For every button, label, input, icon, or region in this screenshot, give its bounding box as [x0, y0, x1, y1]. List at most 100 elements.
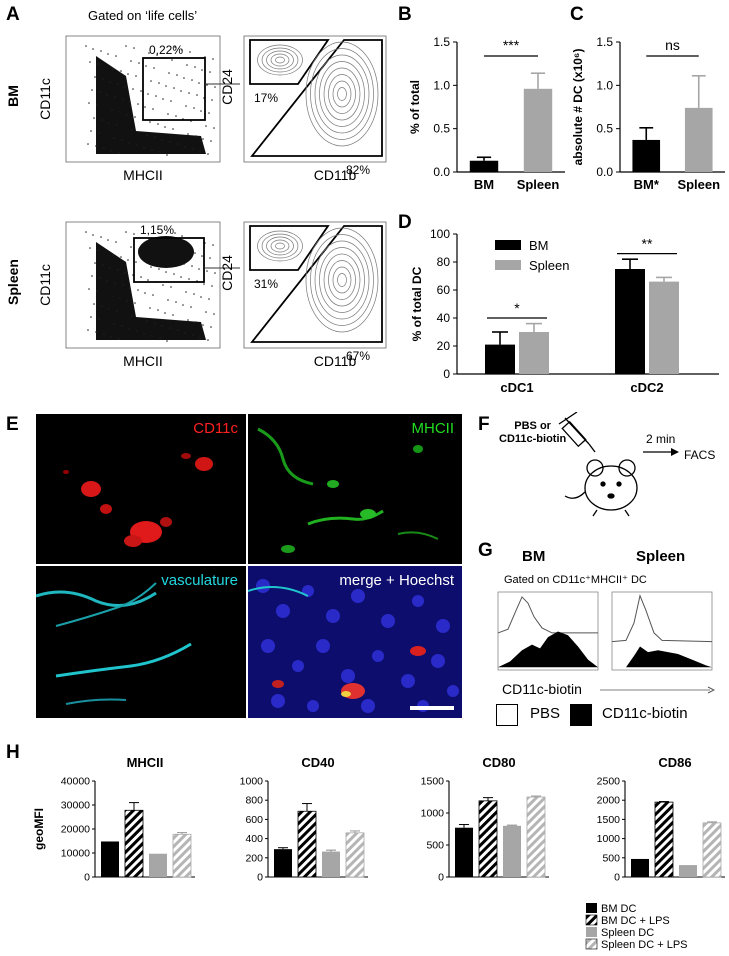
- scatter-dot: [152, 294, 154, 296]
- legend-label: BM: [529, 238, 549, 253]
- contour-ring-cdc2: [323, 67, 361, 121]
- scatter-dot: [177, 143, 179, 145]
- scatter-dot: [99, 277, 101, 279]
- scatter-dot: [162, 98, 164, 100]
- chart-d: 0 20 40 60 80 100 cDC1 * cDC2 ** BM Spleen % of tota…: [410, 227, 719, 395]
- y-tick-label: 500: [602, 852, 620, 864]
- scatter-dot: [92, 48, 94, 50]
- scatter-dot: [208, 112, 210, 114]
- mouse-injection-diagram: [558, 412, 679, 517]
- legend-label: Spleen DC + LPS: [601, 939, 688, 951]
- scatter-dot: [209, 71, 211, 73]
- cd11c-cells: [63, 453, 213, 547]
- legend-label: Spleen DC: [601, 927, 654, 939]
- scatter-dot: [147, 279, 149, 281]
- scatter-dot: [111, 109, 113, 111]
- scatter-dot: [159, 337, 161, 339]
- scatter-dot: [166, 154, 168, 156]
- scatter-dot: [187, 133, 189, 135]
- bar: [503, 825, 521, 877]
- contour-ring-cdc2: [314, 54, 370, 134]
- x-tick-label: BM: [474, 177, 494, 192]
- y-axis-label: geoMFI: [32, 808, 46, 850]
- x-tick-label: cDC2: [630, 380, 663, 395]
- legend-swatch: [586, 927, 597, 937]
- scatter-dot: [93, 303, 95, 305]
- scatter-dot: [174, 232, 176, 234]
- scatter-dot: [127, 73, 129, 75]
- scatter-dot: [207, 339, 209, 341]
- legend-swatch: [495, 260, 521, 270]
- scatter-dot: [121, 325, 123, 327]
- scatter-dot: [99, 91, 101, 93]
- contour-x-label: CD11b: [314, 353, 357, 369]
- scatter-dot: [210, 140, 212, 142]
- scatter-dot: [103, 147, 105, 149]
- scatter-dot: [129, 101, 131, 103]
- legend-swatch: [585, 938, 598, 950]
- y-tick-label: 0.5: [433, 122, 450, 136]
- scatter-dot: [172, 314, 174, 316]
- y-tick-label: 400: [245, 833, 263, 845]
- scatter-dot: [122, 98, 124, 100]
- scatter-dot: [198, 268, 200, 270]
- y-tick-label: 1.0: [596, 78, 613, 92]
- scatter-dot: [158, 82, 160, 84]
- scatter-dot: [101, 119, 103, 121]
- y-tick-label: 2500: [597, 776, 621, 788]
- scatter-dot: [128, 142, 130, 144]
- scatter-y-label: CD11c: [37, 264, 53, 306]
- contour-pct-lower: 67%: [346, 349, 370, 363]
- scatter-dot: [176, 74, 178, 76]
- scatter-x-label: MHCII: [123, 353, 163, 369]
- scatter-dot: [100, 50, 102, 52]
- scatter-dot: [129, 287, 131, 289]
- scatter-dot: [157, 123, 159, 125]
- legend-label-pbs: PBS: [530, 705, 561, 722]
- panel-label-e: E: [6, 414, 19, 435]
- contour-ring-cdc2: [323, 253, 361, 307]
- scatter-dot: [131, 315, 133, 317]
- y-tick-label: 40: [437, 311, 451, 325]
- scatter-dot: [113, 137, 115, 139]
- scatter-dot: [198, 82, 200, 84]
- scatter-dot: [130, 60, 132, 62]
- scatter-dot: [184, 332, 186, 334]
- bar: [322, 851, 340, 877]
- histogram-biotin: [612, 646, 712, 668]
- gate-percent: 1,15%: [140, 223, 174, 237]
- y-tick-label: 800: [245, 795, 263, 807]
- bar: [523, 88, 553, 172]
- scatter-dot: [193, 107, 195, 109]
- scatter-dot: [189, 51, 191, 53]
- scatter-dot: [186, 64, 188, 66]
- scatter-dot: [212, 244, 214, 246]
- scatter-dot: [134, 302, 136, 304]
- scatter-dot: [214, 272, 216, 274]
- scatter-dot: [192, 148, 194, 150]
- micrograph-cd11c: CD11c: [36, 414, 246, 564]
- contour-ring-cdc1: [275, 56, 285, 64]
- scatter-dot: [113, 323, 115, 325]
- scatter-dot: [139, 131, 141, 133]
- scatter-dot: [195, 321, 197, 323]
- scale-bar: [410, 706, 454, 710]
- histogram-axis-arrow: [600, 686, 715, 694]
- contour-pct-lower: 82%: [346, 163, 370, 177]
- contour-ring-cdc1: [257, 44, 303, 76]
- contour-ring-cdc2: [332, 80, 352, 108]
- histogram-x-label: CD11c-biotin: [502, 681, 582, 697]
- contour-ring-cdc2: [310, 234, 374, 326]
- scatter-dot: [155, 95, 157, 97]
- bar: [172, 833, 192, 878]
- contour-ring-cdc1: [261, 47, 299, 73]
- scatter-dot: [116, 310, 118, 312]
- readout-label: FACS: [684, 448, 716, 462]
- bar: [632, 139, 661, 172]
- scatter-dot: [211, 99, 213, 101]
- x-tick-label: Spleen: [517, 177, 560, 192]
- scatter-dot: [135, 261, 137, 263]
- micrograph-mhcii: MHCII: [248, 414, 462, 564]
- scatter-dot: [102, 264, 104, 266]
- scatter-dot: [126, 300, 128, 302]
